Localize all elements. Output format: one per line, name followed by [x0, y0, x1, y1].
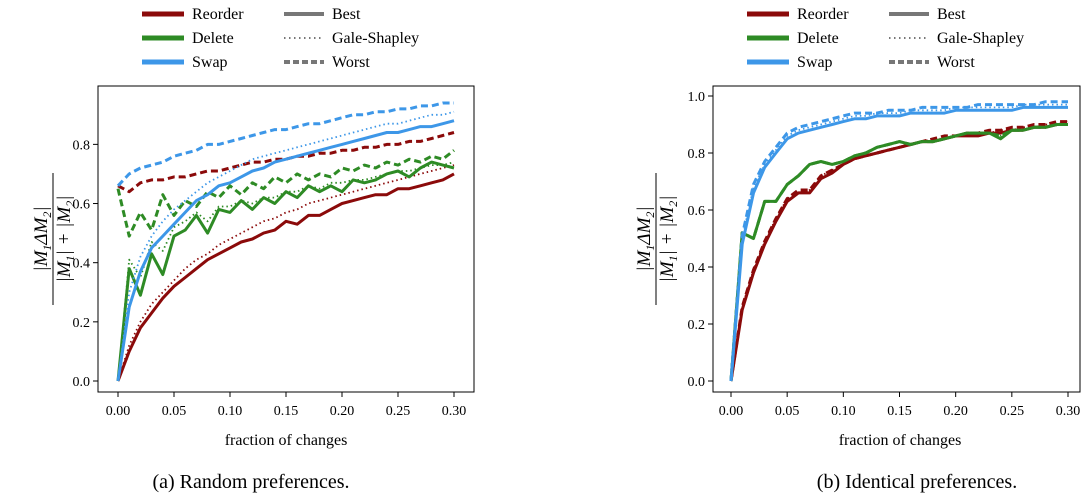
series-line-swap-best — [729, 105, 1068, 382]
y-tick-label: 0.4 — [688, 261, 706, 276]
y-tick-label: 0.6 — [73, 198, 91, 213]
series-line-reorder-gale — [730, 120, 1069, 382]
series-line-delete-gale — [730, 123, 1068, 382]
y-axis-label: |M1ΔM2| |M1| + |M2| — [31, 173, 77, 305]
x-tick-label: 0.25 — [386, 404, 411, 419]
plot-frame — [97, 85, 475, 393]
legend: Reorder Delete Swap Best Gale-Shapley Worst — [747, 6, 1024, 71]
y-tick-label: 0.2 — [688, 318, 706, 333]
x-tick-label: 0.25 — [1000, 404, 1025, 419]
x-tick-label: 0.00 — [106, 404, 131, 419]
legend-label-best: Best — [332, 6, 361, 23]
x-tick-label: 0.10 — [831, 404, 856, 419]
legend-label-worst: Worst — [332, 54, 370, 71]
x-tick-label: 0.30 — [442, 404, 467, 419]
x-tick-label: 0.05 — [162, 404, 187, 419]
series-line-reorder-gale — [117, 164, 455, 382]
x-tick-label: 0.00 — [719, 404, 744, 419]
y-tick-label: 1.0 — [688, 90, 706, 105]
chart-identical-preferences: 0.00 0.05 0.10 0.15 0.20 0.25 0.30 0.0 0.2 0.4 0.… — [634, 6, 1081, 493]
y-tick-label: 0.0 — [688, 375, 706, 390]
series-line-reorder-worst — [729, 120, 1068, 382]
legend-label-reorder: Reorder — [192, 6, 244, 23]
series-line-reorder-worst — [117, 131, 455, 194]
y-tick-label: 0.8 — [688, 147, 706, 162]
x-axis-label: fraction of changes — [839, 432, 962, 449]
legend-label-swap: Swap — [192, 54, 228, 71]
caption: (b) Identical preferences. — [817, 471, 1017, 493]
y-tick-label: 0.6 — [688, 204, 706, 219]
legend: Reorder Delete Swap Best Gale-Shapley Worst — [142, 6, 419, 71]
svg-text:|M1ΔM2|: |M1ΔM2| — [634, 206, 657, 271]
x-tick-label: 0.15 — [274, 404, 299, 419]
series-line-swap-gale — [117, 110, 455, 382]
series-line-delete-gale — [117, 161, 455, 382]
x-tick-label: 0.20 — [330, 404, 355, 419]
series-line-delete-best — [729, 123, 1068, 382]
y-tick-label: 0.0 — [73, 375, 91, 390]
plot-frame — [712, 85, 1081, 393]
legend-label-swap: Swap — [797, 54, 833, 71]
legend-label-worst: Worst — [937, 54, 975, 71]
x-tick-label: 0.05 — [775, 404, 800, 419]
caption: (a) Random preferences. — [152, 471, 349, 493]
legend-label-delete: Delete — [797, 30, 839, 47]
y-axis-label: |M1ΔM2| |M1| + |M2| — [634, 173, 680, 305]
legend-label-gale: Gale-Shapley — [332, 30, 419, 47]
legend-label-gale: Gale-Shapley — [937, 30, 1024, 47]
series-line-swap-gale — [730, 103, 1068, 382]
series-line-delete-best — [116, 160, 455, 382]
y-tick-label: 0.4 — [73, 257, 91, 272]
y-tick-label: 0.8 — [73, 138, 91, 153]
x-axis-label: fraction of changes — [225, 432, 348, 449]
series-line-reorder-best — [729, 123, 1068, 382]
svg-text:|M1| + |M2|: |M1| + |M2| — [54, 196, 77, 283]
series-line-swap-worst — [729, 100, 1068, 382]
series-line-swap-best — [116, 119, 455, 382]
series-line-reorder-best — [116, 172, 455, 382]
x-tick-label: 0.10 — [218, 404, 243, 419]
y-tick-label: 0.2 — [73, 316, 91, 331]
legend-label-best: Best — [937, 6, 966, 23]
chart-random-preferences: 0.00 0.05 0.10 0.15 0.20 0.25 0.30 0.0 0.2 0.4 0.… — [31, 6, 475, 493]
x-tick-label: 0.20 — [943, 404, 968, 419]
x-tick-label: 0.30 — [1056, 404, 1081, 419]
svg-text:|M1ΔM2|: |M1ΔM2| — [31, 206, 54, 271]
svg-text:|M1| + |M2|: |M1| + |M2| — [657, 196, 680, 283]
series-line-delete-worst — [116, 149, 455, 238]
series-line-delete-worst — [729, 123, 1068, 382]
legend-label-reorder: Reorder — [797, 6, 849, 23]
series-line-swap-worst — [116, 101, 454, 187]
legend-label-delete: Delete — [192, 30, 234, 47]
x-tick-label: 0.15 — [887, 404, 912, 419]
